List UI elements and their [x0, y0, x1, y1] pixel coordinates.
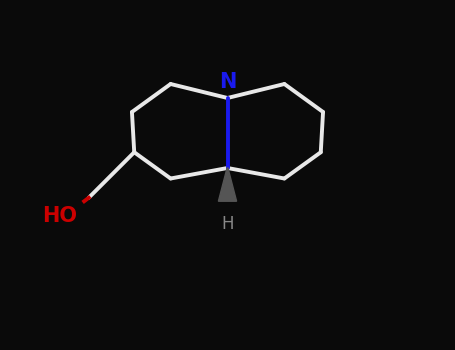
Text: N: N	[219, 72, 236, 92]
Text: HO: HO	[42, 206, 77, 226]
Text: H: H	[221, 215, 234, 232]
Polygon shape	[218, 168, 237, 201]
